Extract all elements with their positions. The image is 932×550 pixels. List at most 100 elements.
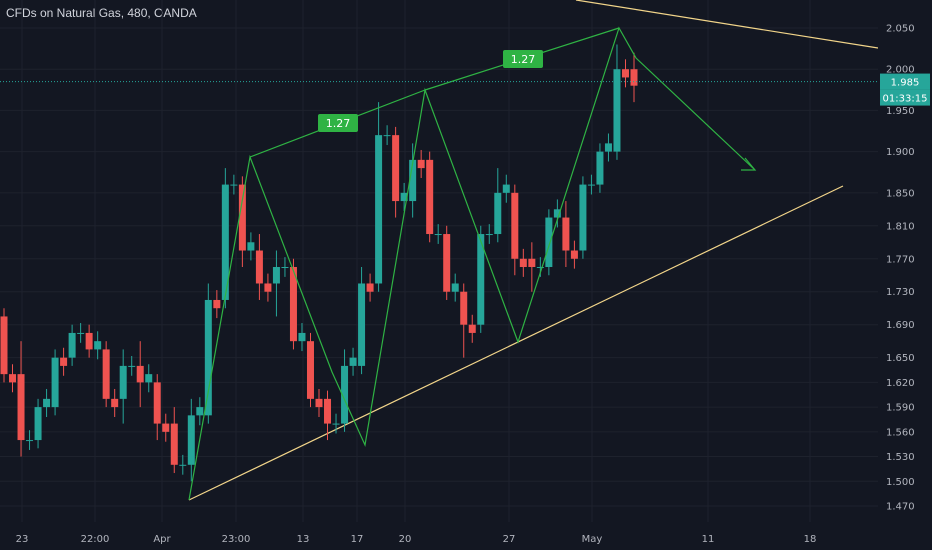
price-tick-label: 1.900 — [886, 147, 915, 158]
candle-body — [451, 283, 459, 292]
candle-body — [9, 374, 17, 383]
time-tick-label: 23:00 — [222, 534, 251, 545]
candle-body — [136, 365, 144, 383]
time-tick-label: 17 — [351, 534, 364, 545]
candle-body — [613, 69, 621, 152]
candle-body — [409, 159, 417, 202]
candle-body — [604, 143, 612, 152]
candle-body — [400, 192, 408, 202]
candle-body — [358, 283, 366, 366]
candle-body — [494, 192, 502, 235]
candle-body — [119, 365, 127, 399]
price-tick-label: 1.620 — [886, 378, 915, 389]
candle-body — [587, 184, 595, 186]
time-tick-label: Apr — [153, 534, 171, 545]
candle-body — [60, 357, 68, 366]
candle-body — [255, 250, 263, 284]
candle-body — [17, 374, 25, 441]
candle-body — [298, 332, 306, 342]
fib-label: 1.27 — [326, 117, 351, 130]
candle-body — [443, 234, 451, 292]
pattern-lines — [0, 26, 878, 501]
price-tick-label: 1.590 — [886, 403, 915, 414]
price-tick-label: 1.810 — [886, 221, 915, 232]
price-tick-label: 1.690 — [886, 320, 915, 331]
time-tick-label: 23 — [16, 534, 29, 545]
price-badge-box — [880, 73, 930, 90]
candle-body — [570, 250, 578, 259]
candle-body — [434, 234, 442, 236]
candle-body — [51, 357, 59, 408]
price-tick-label: 1.560 — [886, 427, 915, 438]
resistance-trendline — [575, 0, 879, 49]
candle-body — [630, 69, 638, 86]
grid-lines — [0, 0, 878, 522]
candle-body — [460, 291, 468, 325]
candle-body — [426, 159, 434, 235]
candle-body — [511, 192, 519, 259]
candle-body — [77, 332, 85, 334]
candle-body — [519, 258, 527, 267]
candle-body — [315, 398, 323, 408]
price-tick-label: 1.650 — [886, 353, 915, 364]
candle-body — [553, 209, 561, 218]
candle-body — [349, 357, 357, 366]
countdown-box — [880, 89, 930, 106]
candle-body — [281, 267, 289, 268]
time-tick-label: 13 — [297, 534, 310, 545]
time-axis-bg — [0, 522, 932, 550]
candle-body — [366, 283, 374, 292]
price-tick-label: 1.850 — [886, 188, 915, 199]
candle-body — [579, 184, 587, 251]
candle-body — [213, 299, 221, 309]
candle-body — [128, 365, 136, 367]
support-trendline — [188, 185, 844, 501]
candle-body — [545, 217, 553, 267]
time-tick-label: 18 — [804, 534, 817, 545]
candle-body — [153, 382, 161, 424]
arrowhead — [741, 157, 757, 171]
candle-body — [485, 234, 493, 236]
fib-label-box — [503, 50, 543, 68]
candle-body — [230, 184, 238, 186]
time-tick-label: May — [582, 534, 603, 545]
candle-body — [34, 407, 42, 441]
candle-body — [0, 316, 8, 375]
candles — [0, 44, 638, 482]
fib-label-box — [318, 114, 358, 132]
price-tick-label: 2.050 — [886, 24, 915, 35]
candle-body — [221, 184, 229, 300]
price-tick-label: 2.000 — [886, 65, 915, 76]
candle-body — [332, 423, 340, 425]
candle-body — [145, 374, 153, 383]
price-tick-label: 1.770 — [886, 254, 915, 265]
current-price-badge: 1.985 01:33:15 — [880, 73, 930, 106]
time-axis[interactable]: 23 22:00 Apr 23:00 13 17 20 27 May 11 18 — [0, 522, 932, 550]
price-tick-label: 1.470 — [886, 502, 915, 513]
abcd-pattern-line — [188, 26, 756, 501]
time-tick-label: 27 — [503, 534, 516, 545]
price-tick-label: 1.500 — [886, 477, 915, 488]
countdown-value: 01:33:15 — [883, 94, 928, 105]
time-tick-label: 11 — [702, 534, 715, 545]
candle-body — [502, 184, 510, 193]
time-tick-label: 22:00 — [81, 534, 110, 545]
candle-body — [204, 299, 212, 416]
candle-body — [468, 324, 476, 333]
candle-body — [85, 332, 93, 350]
candle-body — [102, 349, 110, 399]
candle-body — [26, 440, 34, 442]
candle-body — [170, 423, 178, 465]
candle-body — [528, 258, 536, 267]
candle-body — [68, 332, 76, 358]
candle-body — [306, 341, 314, 399]
trendlines — [188, 0, 879, 501]
candle-body — [562, 217, 570, 251]
chart-title: CFDs on Natural Gas, 480, OANDA — [6, 6, 197, 20]
candle-body — [162, 423, 170, 432]
candle-body — [596, 151, 604, 185]
pattern-labels: 1.27 1.27 — [318, 50, 543, 132]
candle-body — [196, 407, 204, 416]
